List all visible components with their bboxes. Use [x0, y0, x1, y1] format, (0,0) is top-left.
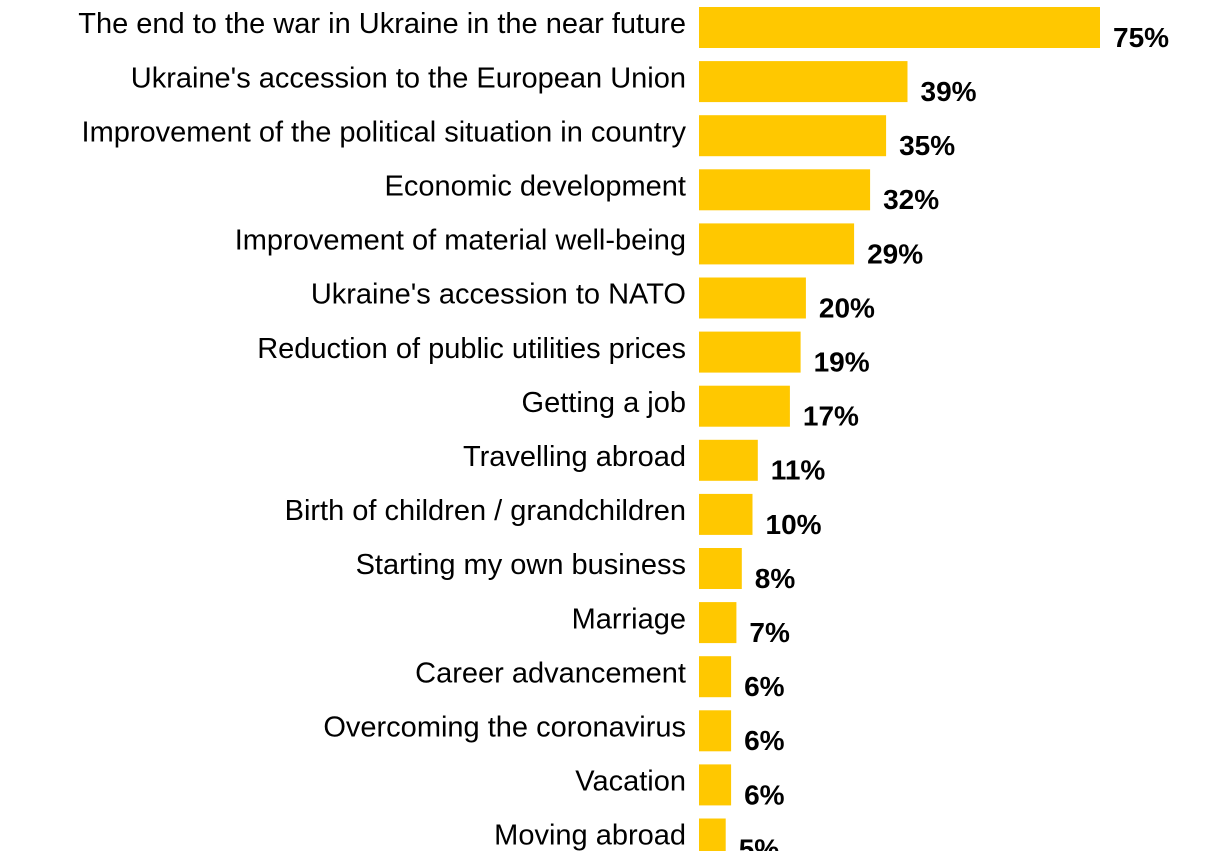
bar-4	[699, 223, 855, 265]
value-label: 6%	[744, 671, 785, 702]
value-label: 17%	[803, 401, 859, 432]
value-label: 6%	[744, 779, 785, 810]
value-label: 39%	[921, 76, 977, 107]
bar-12	[699, 656, 732, 698]
category-label: Getting a job	[522, 387, 686, 419]
bar-11	[699, 602, 737, 644]
category-label: Moving abroad	[494, 820, 686, 851]
category-label: Economic development	[385, 170, 686, 202]
category-label: Improvement of material well-being	[235, 225, 686, 257]
bar-14	[699, 764, 732, 806]
value-label: 5%	[739, 833, 780, 851]
category-label: Marriage	[572, 603, 686, 635]
bar-9	[699, 493, 753, 535]
bar-10	[699, 548, 742, 589]
value-label: 10%	[766, 509, 822, 540]
value-label: 8%	[755, 563, 796, 594]
category-label: Birth of children / grandchildren	[285, 495, 686, 527]
category-label: Reduction of public utilities prices	[257, 333, 686, 365]
bar-1	[699, 61, 908, 103]
value-label: 35%	[899, 130, 955, 161]
category-label: Overcoming the coronavirus	[323, 711, 686, 743]
value-label: 6%	[744, 725, 785, 756]
bar-13	[699, 710, 732, 752]
bar-2	[699, 115, 887, 157]
category-label: The end to the war in Ukraine in the nea…	[78, 8, 686, 40]
value-label: 75%	[1113, 22, 1169, 53]
category-label: Starting my own business	[356, 549, 686, 581]
value-label: 32%	[883, 184, 939, 215]
category-label: Ukraine's accession to NATO	[311, 279, 686, 311]
value-labels: 75% 39% 35% 32% 29% 20% 19% 17% 11% 10% 8% 7% 6% 6% 6%…	[739, 22, 1169, 851]
bar-5	[699, 277, 806, 319]
category-label: Travelling abroad	[463, 441, 686, 473]
value-label: 29%	[867, 238, 923, 269]
value-label: 19%	[814, 346, 870, 377]
category-label: Career advancement	[415, 657, 686, 689]
value-label: 7%	[749, 617, 790, 648]
category-label: Vacation	[575, 766, 686, 798]
bar-8	[699, 439, 758, 481]
value-label: 20%	[819, 292, 875, 323]
bars-group	[699, 7, 1100, 851]
bar-6	[699, 331, 801, 373]
bar-15	[699, 818, 726, 851]
bar-7	[699, 385, 790, 427]
bar-3	[699, 169, 871, 211]
value-label: 11%	[771, 455, 826, 486]
category-label: Ukraine's accession to the European Unio…	[131, 62, 686, 94]
category-labels: The end to the war in Ukraine in the nea…	[78, 8, 686, 851]
category-label: Improvement of the political situation i…	[82, 116, 687, 148]
bar-0	[699, 7, 1100, 48]
